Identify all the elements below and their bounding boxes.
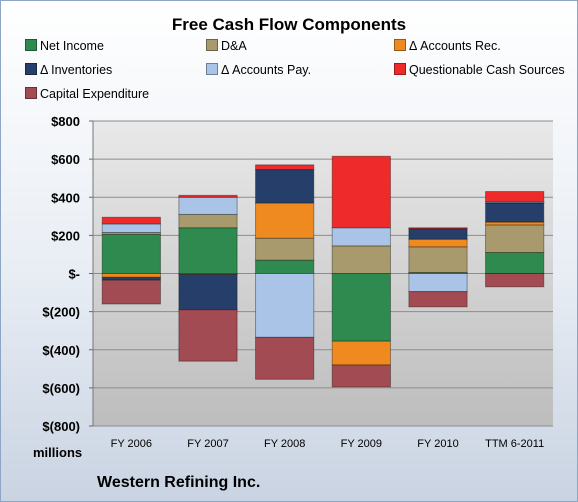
legend-item: Δ Inventories (25, 63, 112, 77)
legend-label: Net Income (40, 39, 104, 53)
bar-segment (178, 194, 238, 198)
legend-item: D&A (206, 39, 247, 53)
legend-item: Questionable Cash Sources (394, 63, 565, 77)
legend-label: Δ Accounts Pay. (221, 63, 312, 77)
x-tick-label: TTM 6-2011 (485, 438, 544, 450)
x-tick-label: FY 2009 (341, 438, 382, 450)
bar-segment (255, 202, 315, 239)
bar-segment (178, 196, 238, 215)
bar-segment (101, 223, 161, 234)
bar-segment (178, 273, 238, 311)
legend-label: Δ Accounts Rec. (409, 39, 501, 53)
bar-segment (331, 227, 391, 247)
x-tick-label: FY 2010 (417, 438, 458, 450)
bar-segment (178, 309, 238, 362)
y-tick-label: $- (68, 267, 80, 282)
x-tick-label: FY 2007 (187, 438, 228, 450)
units-label: millions (33, 445, 83, 460)
legend-label: D&A (221, 39, 247, 53)
legend-label: Questionable Cash Sources (409, 63, 565, 77)
bar-segment (331, 245, 391, 274)
chart-title: Free Cash Flow Components (171, 15, 407, 34)
legend-item: Δ Accounts Pay. (206, 63, 311, 77)
legend-label: Capital Expenditure (40, 87, 150, 101)
bar-segment (101, 233, 161, 274)
bar-segment (408, 273, 468, 293)
legend-swatch (394, 39, 406, 51)
legend-swatch (206, 63, 218, 75)
legend-item: Net Income (25, 39, 104, 53)
bar-segment (101, 216, 161, 225)
bar-segment (178, 227, 238, 274)
bar-segment (408, 228, 468, 240)
bar-segment (255, 259, 315, 274)
bar-segment (101, 273, 161, 278)
bar-segment (178, 213, 238, 229)
y-tick-label: $(400) (42, 343, 80, 358)
x-tick-label: FY 2008 (264, 438, 305, 450)
y-tick-label: $600 (51, 152, 80, 167)
bar-segment (101, 279, 161, 305)
legend-item: Capital Expenditure (25, 87, 149, 101)
company-name: Western Refining Inc. (97, 474, 261, 491)
x-tick-label: FY 2006 (111, 438, 152, 450)
bar-segment (255, 169, 315, 204)
bar-segment (408, 238, 468, 248)
bar-segment (331, 364, 391, 388)
bar-segment (485, 224, 545, 254)
y-tick-label: $800 (51, 114, 80, 129)
bar-segment (408, 291, 468, 308)
bar-segment (255, 164, 315, 171)
bar-segment (331, 273, 391, 342)
bar-segment (331, 155, 391, 229)
y-tick-label: $(800) (42, 419, 80, 434)
legend-swatch (206, 39, 218, 51)
bar-segment (485, 252, 545, 274)
bar-segment (255, 273, 315, 338)
bar-segment (485, 273, 545, 288)
bar-segment (485, 191, 545, 203)
y-tick-label: $200 (51, 228, 80, 243)
legend-swatch (25, 63, 37, 75)
bar-segment (408, 227, 468, 230)
bar-segment (255, 237, 315, 261)
bar-segment (485, 202, 545, 223)
bar-segment (255, 336, 315, 380)
y-tick-label: $400 (51, 190, 80, 205)
legend-label: Δ Inventories (40, 63, 113, 77)
legend-swatch (394, 63, 406, 75)
legend-swatch (25, 87, 37, 99)
y-tick-label: $(200) (42, 305, 80, 320)
legend-swatch (25, 39, 37, 51)
legend-item: Δ Accounts Rec. (394, 39, 501, 53)
bar-segment (331, 340, 391, 366)
y-tick-label: $(600) (42, 381, 80, 396)
bar-segment (408, 246, 468, 274)
